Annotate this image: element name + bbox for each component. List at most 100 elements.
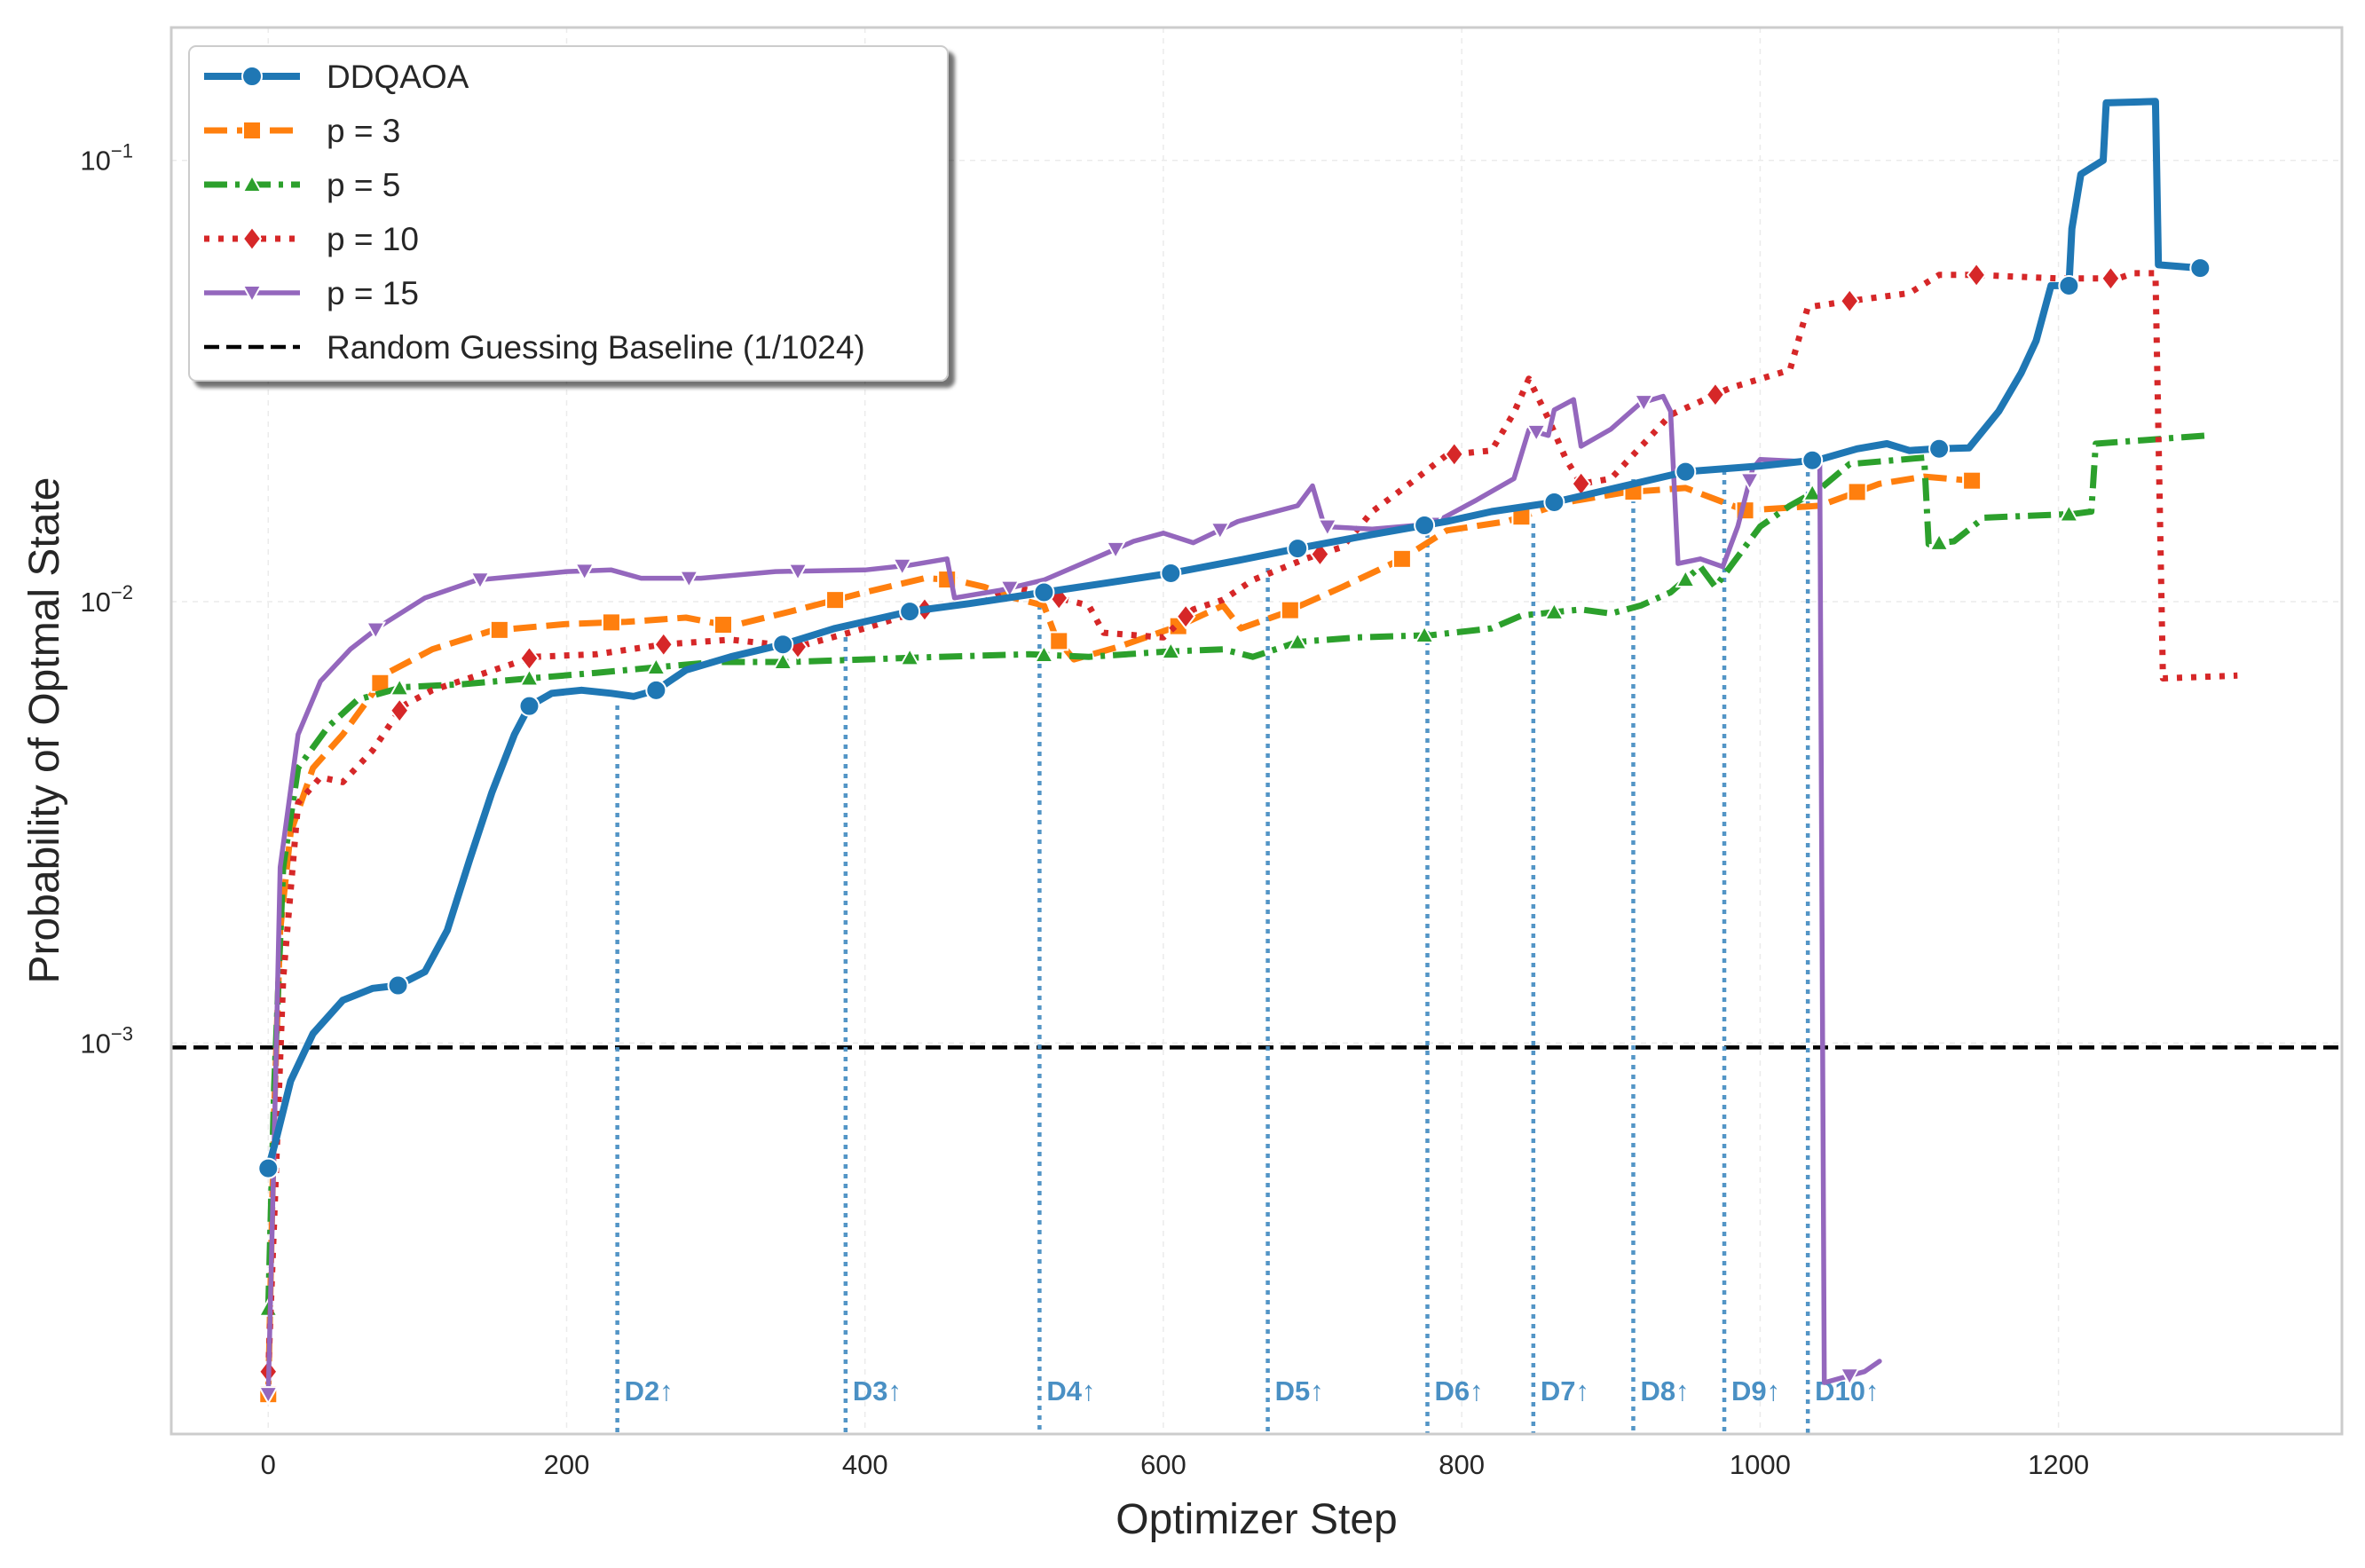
series-point — [1287, 631, 1308, 650]
series-point — [899, 601, 921, 623]
series-point — [489, 619, 509, 640]
series-point — [1675, 569, 1697, 588]
depth-marker-label: D2↑ — [625, 1375, 674, 1406]
series-point — [999, 579, 1021, 599]
y-axis-label: Probability of Optmal State — [21, 477, 68, 984]
series-point — [1160, 641, 1182, 660]
y-tick-base: 10 — [80, 1028, 110, 1059]
series-point — [1287, 538, 1309, 560]
series-point — [601, 612, 621, 633]
series-point — [899, 647, 920, 666]
legend-label: p = 5 — [327, 167, 400, 203]
x-tick-label: 200 — [544, 1449, 590, 1480]
series-point — [787, 563, 808, 582]
y-tick-label: 10−3 — [80, 1022, 133, 1059]
series-point — [518, 667, 540, 687]
series-point — [1160, 562, 1182, 584]
x-axis-label: Optimizer Step — [1115, 1496, 1397, 1543]
series-point — [1175, 603, 1196, 630]
series-point — [1444, 441, 1465, 468]
legend-box — [188, 45, 949, 382]
series-point — [1675, 461, 1697, 483]
series-point — [825, 590, 846, 611]
series-point — [892, 557, 913, 577]
legend-label: DDQAOA — [327, 59, 469, 95]
series-point — [653, 631, 674, 658]
y-tick-base: 10 — [80, 587, 110, 618]
series-point — [772, 634, 794, 656]
x-tick-label: 1200 — [2028, 1449, 2089, 1480]
series-point — [678, 570, 700, 589]
series-point — [2058, 503, 2080, 523]
series-point — [1738, 472, 1761, 492]
series-point — [1801, 482, 1823, 501]
series-point — [2101, 265, 2121, 292]
x-ticks: 0 200 400 600 800 1000 1200 — [261, 1449, 2089, 1480]
y-tick-exponent: −3 — [111, 1022, 133, 1044]
series-line — [264, 432, 2208, 1309]
series-point — [1049, 631, 1069, 651]
y-tick-label: 10−1 — [80, 140, 133, 177]
series-point — [2058, 274, 2080, 296]
series-point — [389, 677, 410, 697]
series-point — [389, 697, 410, 724]
x-tick-label: 800 — [1439, 1449, 1485, 1480]
series-point — [257, 1157, 280, 1179]
legend-label: p = 3 — [327, 113, 400, 149]
series-point — [1033, 643, 1055, 664]
y-tick-base: 10 — [80, 146, 110, 177]
x-tick-label: 1000 — [1730, 1449, 1791, 1480]
legend-label: p = 10 — [327, 221, 419, 257]
series-point — [1633, 394, 1654, 414]
legend-marker — [242, 121, 262, 140]
series-layer — [257, 98, 2238, 1406]
series-point — [1414, 515, 1436, 537]
depth-marker-label: D9↑ — [1731, 1375, 1780, 1406]
series-point — [645, 656, 667, 675]
legend-marker — [241, 225, 263, 252]
series-point — [1705, 382, 1726, 408]
series-point — [387, 974, 409, 997]
depth-marker-label: D5↑ — [1275, 1375, 1324, 1406]
series-point — [257, 1386, 279, 1406]
x-tick-label: 0 — [261, 1449, 276, 1480]
series-point — [1839, 288, 1860, 314]
legend-marker — [241, 285, 263, 304]
series-line — [264, 98, 2204, 1172]
depth-marker-label: D6↑ — [1434, 1375, 1483, 1406]
depth-marker-label: D4↑ — [1046, 1375, 1095, 1406]
depth-marker-label: D8↑ — [1640, 1375, 1689, 1406]
series-point — [1525, 423, 1547, 443]
series-point — [1928, 437, 1951, 460]
y-ticks: 10−310−210−1 — [80, 140, 133, 1060]
series-point — [772, 650, 793, 670]
legend-label: p = 15 — [327, 275, 419, 311]
series-point — [1543, 491, 1565, 513]
legend-label: Random Guessing Baseline (1/1024) — [327, 329, 865, 366]
series-p-3 — [258, 470, 1983, 1405]
series-point — [645, 679, 667, 701]
series-point — [519, 645, 540, 672]
series-p-15 — [257, 393, 1882, 1406]
series-point — [1414, 624, 1435, 643]
series-point — [1847, 482, 1867, 502]
depth-marker-label: D3↑ — [853, 1375, 902, 1406]
series-point — [1317, 518, 1338, 538]
series-point — [1801, 449, 1824, 471]
plot-frame — [169, 26, 2344, 1436]
series-point — [1210, 522, 1231, 541]
x-tick-label: 400 — [842, 1449, 888, 1480]
series-point — [1105, 540, 1126, 560]
series-point — [469, 571, 491, 591]
series-point — [518, 695, 540, 717]
y-tick-exponent: −2 — [111, 581, 133, 603]
series-point — [1543, 601, 1565, 620]
series-point — [573, 563, 595, 582]
series-point — [1391, 548, 1412, 569]
legend: DDQAOA p = 3 p = 5 p = 10 p = 15 Random Guess… — [188, 45, 949, 382]
series-line — [265, 393, 1882, 1397]
series-point — [1033, 581, 1055, 603]
series-point — [1280, 600, 1300, 620]
y-tick-exponent: −1 — [111, 140, 133, 162]
